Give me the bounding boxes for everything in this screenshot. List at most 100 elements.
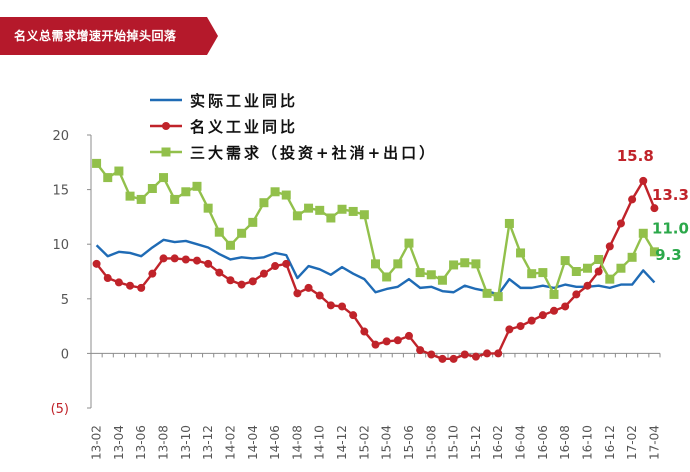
data-point [393, 259, 403, 269]
y-tick-label: (5) [51, 402, 69, 417]
data-point [516, 322, 525, 331]
x-tick-label: 15-12 [469, 425, 483, 460]
data-point [148, 269, 157, 278]
x-tick-label: 14-02 [223, 425, 237, 460]
data-point [516, 248, 526, 258]
data-point [594, 254, 604, 264]
data-point [649, 247, 659, 257]
data-point [505, 325, 514, 334]
x-tick-label: 15-08 [424, 425, 438, 460]
data-point [315, 205, 325, 215]
data-point [125, 191, 135, 201]
data-point [482, 288, 492, 298]
data-point [248, 277, 257, 286]
data-point [583, 281, 592, 290]
data-point [226, 276, 235, 285]
series-group [92, 158, 659, 302]
y-tick-label: 0 [61, 347, 69, 362]
x-tick-label: 16-06 [536, 425, 550, 460]
data-point [449, 260, 459, 270]
data-point [281, 190, 291, 200]
title-banner-shape [0, 17, 218, 55]
data-point [192, 181, 202, 191]
data-point [237, 228, 247, 238]
data-point [471, 352, 480, 361]
data-point [527, 316, 536, 325]
data-point [393, 336, 402, 345]
series-group [92, 176, 659, 363]
data-point [237, 280, 246, 289]
data-point [304, 283, 313, 292]
value-annotation: 15.8 [617, 147, 654, 165]
y-tick-label: 10 [52, 238, 69, 253]
x-tick-label: 15-04 [380, 425, 394, 460]
data-point [304, 203, 314, 213]
data-point [538, 311, 547, 320]
data-point [616, 263, 626, 273]
x-tick-label: 16-12 [603, 425, 617, 460]
x-tick-label: 14-08 [290, 425, 304, 460]
legend-label: 名义工业同比 [190, 118, 298, 136]
x-tick-label: 17-04 [647, 425, 661, 460]
data-point [571, 267, 581, 276]
data-point [248, 217, 258, 227]
data-point [137, 283, 146, 292]
data-point [159, 173, 169, 183]
data-point [271, 262, 280, 271]
x-tick-label: 14-04 [246, 425, 260, 460]
data-point [126, 281, 135, 290]
data-point [627, 252, 637, 262]
data-point [326, 301, 335, 310]
legend-marker [162, 122, 170, 130]
data-point [471, 259, 481, 269]
data-point [315, 291, 324, 300]
data-point [181, 187, 191, 197]
data-point [293, 289, 302, 298]
data-point [382, 337, 391, 346]
x-tick-label: 14-10 [313, 425, 327, 460]
data-point [494, 349, 503, 358]
data-point [527, 269, 537, 279]
data-point [159, 254, 168, 263]
y-tick-label: 5 [61, 293, 69, 308]
data-point [214, 227, 224, 237]
value-annotation: 11.0 [652, 219, 689, 237]
data-point [382, 272, 392, 282]
data-point [114, 166, 124, 176]
x-tick-label: 16-02 [491, 425, 505, 460]
data-point [416, 346, 425, 355]
data-point [572, 290, 581, 299]
x-tick-label: 16-10 [580, 425, 594, 460]
data-point [449, 354, 458, 363]
x-tick-label: 17-02 [625, 425, 639, 460]
data-point [92, 259, 101, 268]
data-point [371, 340, 380, 349]
data-point [204, 259, 213, 268]
data-point [225, 240, 235, 250]
data-point [549, 289, 559, 299]
series-group [95, 238, 656, 296]
data-point [292, 211, 302, 221]
title-banner [0, 17, 218, 55]
data-point [348, 206, 358, 216]
data-point [605, 242, 614, 251]
value-annotation: 13.3 [652, 186, 689, 204]
data-point [404, 238, 414, 248]
data-point [638, 228, 648, 238]
data-point [628, 195, 637, 204]
data-point [326, 213, 336, 223]
data-point [259, 198, 269, 208]
data-point [538, 268, 548, 278]
data-point [460, 350, 469, 359]
x-tick-label: 15-06 [402, 425, 416, 460]
x-tick-label: 15-02 [357, 425, 371, 460]
chart-heading: 名义总需求增速开始掉头回落 [14, 29, 177, 43]
data-point [415, 268, 425, 278]
x-tick-label: 13-08 [157, 425, 171, 460]
data-point [259, 269, 268, 278]
x-tick-label: 13-10 [179, 425, 193, 460]
data-point [437, 275, 447, 285]
data-point [92, 158, 102, 168]
data-point [483, 349, 492, 358]
